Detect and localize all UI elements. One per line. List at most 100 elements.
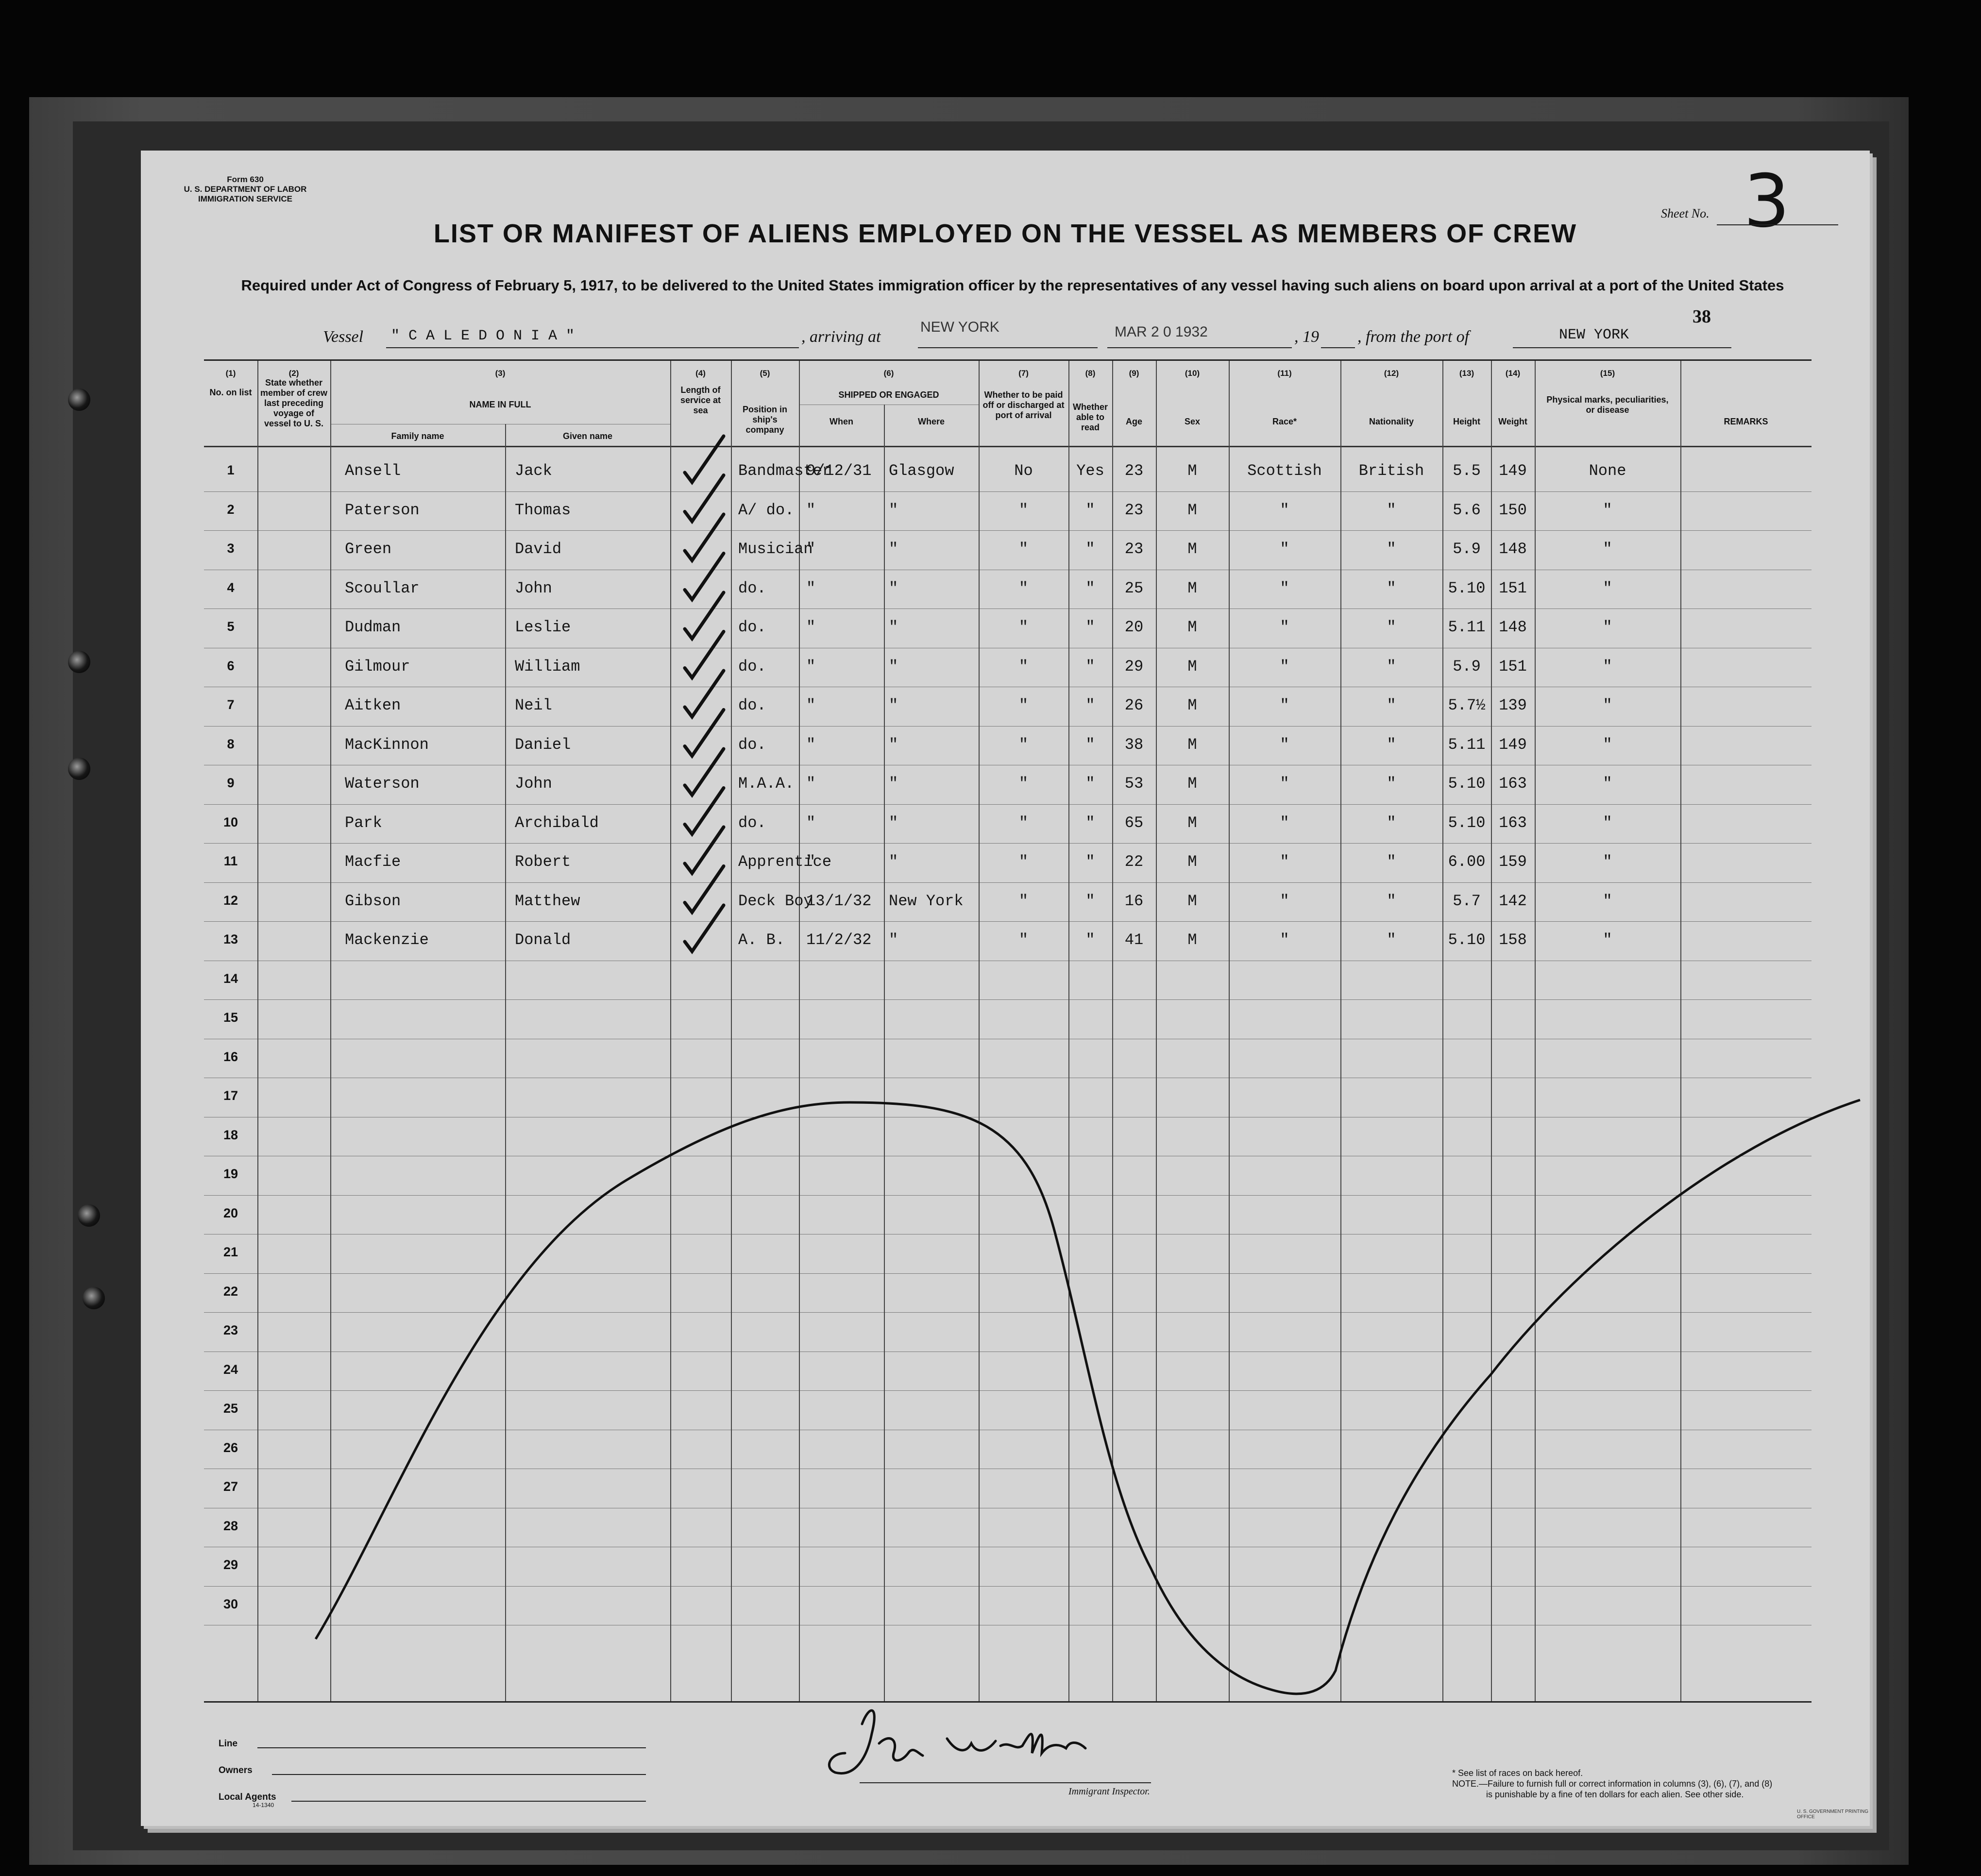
line-field[interactable] xyxy=(257,1747,646,1748)
owners-field[interactable] xyxy=(272,1774,646,1775)
cell-height: 5.7½ xyxy=(1448,696,1486,714)
underline xyxy=(1107,347,1292,348)
service: IMMIGRATION SERVICE xyxy=(198,194,292,203)
row-number: 1 xyxy=(227,463,235,477)
row-number: 22 xyxy=(223,1284,238,1299)
cell-race: " xyxy=(1280,501,1289,519)
check-mark xyxy=(683,825,726,877)
row-number: 29 xyxy=(223,1557,238,1572)
col-7-label: Whether to be paid off or discharged at … xyxy=(982,390,1065,420)
row-number: 24 xyxy=(223,1362,238,1377)
cell-position: do. xyxy=(738,618,766,636)
document-title: LIST OR MANIFEST OF ALIENS EMPLOYED ON T… xyxy=(433,219,1577,248)
row-number: 16 xyxy=(223,1049,238,1064)
cell-age: 26 xyxy=(1124,696,1144,714)
cell-position: Apprentice xyxy=(738,853,832,871)
cell-age: 29 xyxy=(1124,657,1144,676)
cell-age: 41 xyxy=(1124,931,1144,949)
cell-height: 5.11 xyxy=(1448,735,1486,754)
col-6-when: When xyxy=(830,417,853,426)
cell-marks: " xyxy=(1603,775,1612,793)
date-stamp: MAR 2 0 1932 xyxy=(1115,324,1208,340)
cell-when: " xyxy=(806,735,816,754)
cell-height: 5.11 xyxy=(1448,618,1486,636)
cell-where: " xyxy=(889,735,898,754)
document-subtitle: Required under Act of Congress of Februa… xyxy=(241,277,1784,294)
from-port: NEW YORK xyxy=(1559,327,1629,343)
cell-given: Archibald xyxy=(515,813,599,832)
column-divider xyxy=(1068,361,1069,1701)
column-divider xyxy=(1442,361,1443,1701)
cell-nationality: British xyxy=(1358,462,1424,480)
cell-family: Aitken xyxy=(345,696,401,714)
cell-read: " xyxy=(1085,501,1095,519)
row-line xyxy=(204,491,1812,492)
cell-given: Neil xyxy=(515,696,552,714)
cell-family: Dudman xyxy=(345,618,401,636)
arriving-port: NEW YORK xyxy=(920,319,999,335)
cell-read: " xyxy=(1085,775,1095,793)
cell-nationality: " xyxy=(1387,892,1396,910)
col-6-number: (6) xyxy=(883,369,894,378)
cell-paid-off: " xyxy=(1018,775,1029,793)
cell-height: 5.9 xyxy=(1453,657,1481,676)
cell-when: " xyxy=(806,775,816,793)
vessel-name: " C A L E D O N I A " xyxy=(391,328,575,344)
cell-height: 5.5 xyxy=(1453,462,1481,480)
column-divider xyxy=(731,361,732,1701)
col-5-number: (5) xyxy=(760,369,770,378)
cell-given: John xyxy=(515,775,552,793)
row-number: 28 xyxy=(223,1518,238,1533)
cell-marks: " xyxy=(1603,853,1612,871)
column-divider xyxy=(330,361,331,1701)
cell-family: Green xyxy=(345,540,392,558)
row-number: 25 xyxy=(223,1401,238,1416)
cell-where: New York xyxy=(889,892,964,910)
cell-height: 5.7 xyxy=(1453,892,1481,910)
cell-race: " xyxy=(1280,618,1289,636)
cell-race: " xyxy=(1280,540,1289,558)
row-number: 17 xyxy=(223,1088,238,1103)
cell-race: " xyxy=(1280,931,1289,949)
cell-race: " xyxy=(1280,813,1289,832)
row-number: 23 xyxy=(223,1323,238,1337)
local-agents-field[interactable] xyxy=(291,1801,646,1802)
col-6-where: Where xyxy=(917,417,945,426)
cell-paid-off: " xyxy=(1018,892,1029,910)
column-divider xyxy=(799,361,800,1701)
cell-read: " xyxy=(1085,540,1095,558)
arriving-label: , arriving at xyxy=(801,328,881,346)
row-line xyxy=(204,608,1812,609)
cell-position: do. xyxy=(738,813,766,832)
cell-read: " xyxy=(1085,931,1095,949)
punch-hole xyxy=(68,389,90,411)
cell-paid-off: " xyxy=(1018,696,1029,714)
cell-age: 22 xyxy=(1124,853,1144,871)
cell-family: Waterson xyxy=(345,775,420,793)
cell-read: " xyxy=(1085,853,1095,871)
cell-marks: " xyxy=(1603,892,1612,910)
cell-family: Macfie xyxy=(345,853,401,871)
inspector-line xyxy=(860,1782,1151,1783)
cell-nationality: " xyxy=(1387,696,1396,714)
col-12-label: Nationality xyxy=(1369,417,1414,426)
cell-age: 23 xyxy=(1124,540,1144,558)
cell-read: " xyxy=(1085,813,1095,832)
cell-weight: 151 xyxy=(1499,657,1527,676)
cell-read: " xyxy=(1085,618,1095,636)
col-9-label: Age xyxy=(1125,417,1142,426)
row-line xyxy=(204,921,1812,922)
row-number: 19 xyxy=(223,1166,238,1181)
cell-when: " xyxy=(806,618,816,636)
cell-age: 53 xyxy=(1124,775,1144,793)
col-15-number: (15) xyxy=(1600,369,1615,378)
punch-hole xyxy=(68,651,90,673)
row-number: 27 xyxy=(223,1479,238,1494)
column-divider xyxy=(979,361,980,1701)
cell-family: Park xyxy=(345,813,382,832)
column-divider xyxy=(1680,361,1681,1701)
row-number: 3 xyxy=(227,541,235,556)
cell-paid-off: No xyxy=(1014,462,1033,480)
col-10-number: (10) xyxy=(1185,369,1200,378)
col-10-label: Sex xyxy=(1184,417,1201,426)
